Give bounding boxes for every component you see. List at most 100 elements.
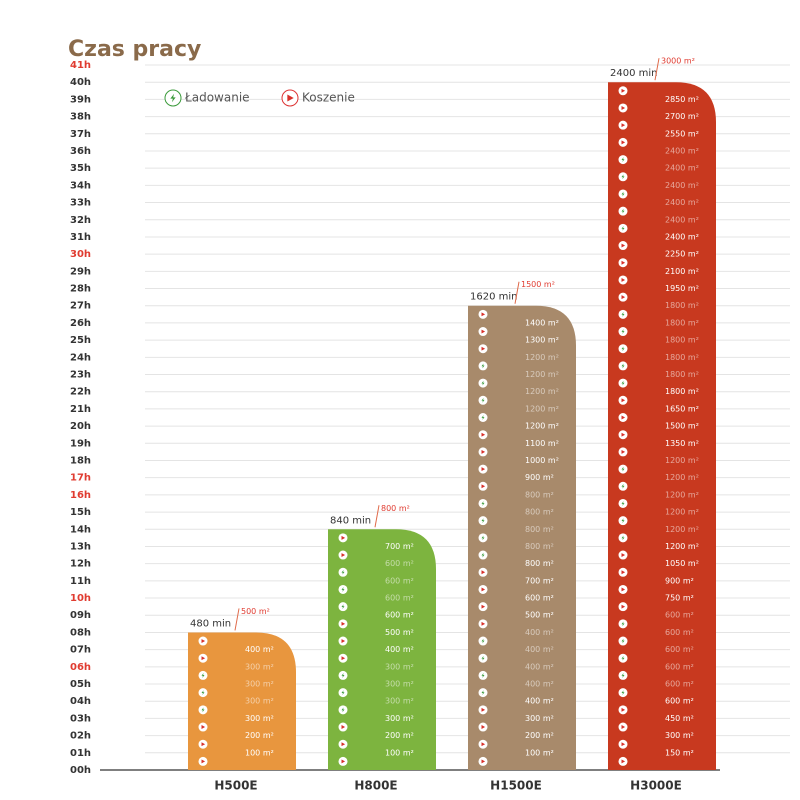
- mow-icon: [618, 137, 628, 147]
- mow-icon: [618, 705, 628, 715]
- mow-icon: [338, 619, 348, 629]
- icon-symbol: [481, 518, 485, 524]
- top-label-tick: [234, 608, 240, 631]
- charge-icon: [338, 602, 348, 612]
- icon-symbol: [481, 397, 485, 403]
- top-label-tick: [654, 58, 660, 81]
- area-label: 500 m²: [525, 611, 554, 620]
- icon-symbol: [621, 157, 625, 162]
- area-label: 1800 m²: [665, 318, 699, 327]
- area-label: 200 m²: [245, 731, 274, 740]
- area-label: 2100 m²: [665, 267, 699, 276]
- icon-symbol: [621, 449, 626, 454]
- y-tick-label: 36h: [70, 146, 91, 157]
- mow-icon: [478, 739, 488, 749]
- area-label: 300 m²: [245, 714, 274, 723]
- icon-symbol: [201, 673, 205, 678]
- icon-symbol: [481, 673, 485, 678]
- icon-symbol: [621, 759, 626, 764]
- area-label: 800 m²: [525, 559, 554, 568]
- area-label: 100 m²: [245, 748, 274, 757]
- icon-symbol: [621, 501, 625, 506]
- charge-icon: [478, 378, 488, 388]
- area-label: 1200 m²: [665, 525, 699, 534]
- x-tick-label: H3000E: [630, 779, 682, 793]
- mow-icon: [338, 550, 348, 560]
- mow-icon: [618, 275, 628, 285]
- area-label: 1200 m²: [665, 473, 699, 482]
- y-tick-label: 12h: [70, 559, 91, 570]
- icon-symbol: [201, 742, 206, 747]
- mow-icon: [478, 430, 488, 440]
- mow-icon: [478, 756, 488, 766]
- area-label: 700 m²: [385, 542, 414, 551]
- top-label-tick: [374, 505, 380, 528]
- x-tick-label: H1500E: [490, 779, 542, 793]
- icon-symbol: [621, 587, 626, 592]
- mow-icon: [338, 533, 348, 543]
- icon-symbol: [621, 742, 626, 747]
- area-label: 2400 m²: [665, 181, 699, 190]
- icon-symbol: [621, 604, 626, 609]
- icon-symbol: [621, 329, 625, 334]
- area-label: 400 m²: [525, 680, 554, 689]
- icon-symbol: [621, 123, 626, 128]
- charge-icon: [618, 688, 628, 698]
- charge-icon: [618, 378, 628, 388]
- icon-symbol: [481, 535, 485, 541]
- y-tick-label: 00h: [70, 765, 91, 776]
- y-tick-label: 27h: [70, 301, 91, 312]
- y-tick-label: 10h: [70, 593, 91, 604]
- icon-symbol: [621, 553, 626, 558]
- mow-icon: [478, 619, 488, 629]
- area-label: 2700 m²: [665, 112, 699, 121]
- icon-symbol: [341, 673, 345, 678]
- area-label: 1800 m²: [665, 370, 699, 379]
- charge-icon: [198, 688, 208, 698]
- icon-symbol: [170, 93, 176, 103]
- area-label: 100 m²: [525, 748, 554, 757]
- area-label: 200 m²: [385, 731, 414, 740]
- charge-icon: [618, 653, 628, 663]
- area-label: 2400 m²: [665, 215, 699, 224]
- y-tick-label: 31h: [70, 232, 91, 243]
- y-tick-label: 04h: [70, 696, 91, 707]
- mow-icon: [618, 550, 628, 560]
- icon-symbol: [201, 725, 206, 729]
- legend-label: Koszenie: [302, 91, 355, 105]
- y-tick-label: 39h: [70, 94, 91, 105]
- icon-symbol: [621, 174, 625, 180]
- charge-icon: [164, 89, 182, 107]
- charge-icon: [478, 550, 488, 560]
- area-label: 1200 m²: [665, 542, 699, 551]
- mow-icon: [618, 602, 628, 612]
- charge-icon: [618, 309, 628, 319]
- y-tick-label: 28h: [70, 284, 91, 295]
- icon-symbol: [341, 639, 346, 643]
- mow-icon: [478, 327, 488, 337]
- y-tick-label: 34h: [70, 180, 91, 191]
- area-label: 400 m²: [385, 645, 414, 654]
- icon-symbol: [621, 725, 626, 729]
- area-label: 2400 m²: [665, 232, 699, 241]
- y-tick-label: 22h: [70, 387, 91, 398]
- charge-icon: [618, 344, 628, 354]
- icon-symbol: [621, 535, 625, 541]
- area-label: 2400 m²: [665, 198, 699, 207]
- bar: [328, 529, 436, 770]
- charge-icon: [478, 533, 488, 543]
- icon-symbol: [341, 587, 345, 592]
- charge-icon: [338, 688, 348, 698]
- mow-icon: [618, 292, 628, 302]
- area-label: 600 m²: [665, 628, 694, 637]
- icon-symbol: [481, 501, 485, 506]
- icon-symbol: [621, 311, 625, 317]
- icon-symbol: [481, 312, 486, 317]
- icon-symbol: [621, 380, 625, 386]
- mow-icon: [618, 722, 628, 732]
- y-tick-label: 19h: [70, 438, 91, 449]
- area-label: 800 m²: [525, 525, 554, 534]
- area-label: 1800 m²: [665, 336, 699, 345]
- icon-symbol: [341, 621, 346, 626]
- area-label: 1200 m²: [525, 370, 559, 379]
